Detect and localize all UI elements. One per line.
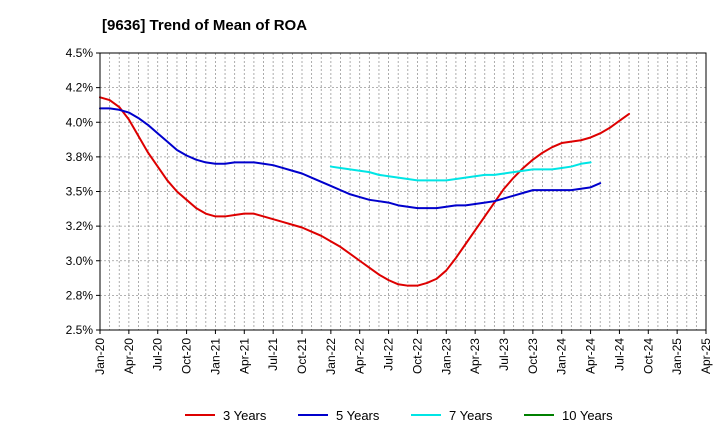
x-tick-label: Jul-21 xyxy=(266,338,280,371)
x-tick-label: Jan-24 xyxy=(555,338,569,375)
series-line-3-years xyxy=(99,96,631,287)
x-tick-label: Oct-21 xyxy=(295,338,309,374)
x-tick-label: Jan-21 xyxy=(208,338,222,375)
y-tick-label: 4.5% xyxy=(66,46,94,60)
series-line-7-years xyxy=(329,161,592,182)
x-tick-label: Oct-23 xyxy=(526,338,540,374)
y-tick-label: 3.5% xyxy=(66,185,94,199)
legend-item: 5 Years xyxy=(298,408,380,423)
y-tick-label: 2.5% xyxy=(66,323,94,337)
chart-title: [9636] Trend of Mean of ROA xyxy=(102,17,307,34)
x-tick-label: Apr-24 xyxy=(584,338,598,374)
x-tick-label: Apr-20 xyxy=(122,338,136,374)
y-tick-label: 3.0% xyxy=(66,254,94,268)
x-tick-label: Jan-22 xyxy=(324,338,338,375)
x-tick-label: Jan-20 xyxy=(93,338,107,375)
x-tick-label: Apr-25 xyxy=(699,338,713,374)
legend-item: 3 Years xyxy=(185,408,267,423)
x-tick-label: Jul-22 xyxy=(382,338,396,371)
y-axis-ticks: 2.5% 2.8% 3.0% 3.2% 3.5% 3.8% 4.0% 4.2% 4.5% xyxy=(66,46,100,337)
legend-label: 7 Years xyxy=(449,408,493,423)
series-lines xyxy=(99,96,631,287)
x-tick-label: Apr-21 xyxy=(237,338,251,374)
x-tick-label: Jul-23 xyxy=(497,338,511,371)
x-tick-label: Jul-20 xyxy=(151,338,165,371)
x-tick-label: Apr-22 xyxy=(353,338,367,374)
x-tick-label: Jan-23 xyxy=(439,338,453,375)
grid-lines xyxy=(100,53,706,330)
x-tick-label: Oct-22 xyxy=(410,338,424,374)
x-tick-label: Oct-24 xyxy=(641,338,655,374)
y-tick-label: 2.8% xyxy=(66,288,94,302)
x-tick-label: Oct-20 xyxy=(180,338,194,374)
legend-label: 10 Years xyxy=(562,408,613,423)
y-tick-label: 4.2% xyxy=(66,81,94,95)
x-axis-ticks: Jan-20 Apr-20 Jul-20 Oct-20 Jan-21 Apr-21 Jul-… xyxy=(93,330,713,375)
x-tick-label: Jan-25 xyxy=(670,338,684,375)
y-tick-label: 4.0% xyxy=(66,115,94,129)
y-tick-label: 3.8% xyxy=(66,150,94,164)
legend: 3 Years 5 Years 7 Years 10 Years xyxy=(185,408,613,423)
y-tick-label: 3.2% xyxy=(66,219,94,233)
legend-label: 5 Years xyxy=(336,408,380,423)
series-line-5-years xyxy=(99,107,602,210)
plot-area xyxy=(100,53,706,330)
x-tick-label: Jul-24 xyxy=(612,338,626,371)
legend-label: 3 Years xyxy=(223,408,267,423)
plot-background xyxy=(100,53,706,330)
legend-item: 10 Years xyxy=(524,408,613,423)
legend-item: 7 Years xyxy=(411,408,493,423)
x-tick-label: Apr-23 xyxy=(468,338,482,374)
